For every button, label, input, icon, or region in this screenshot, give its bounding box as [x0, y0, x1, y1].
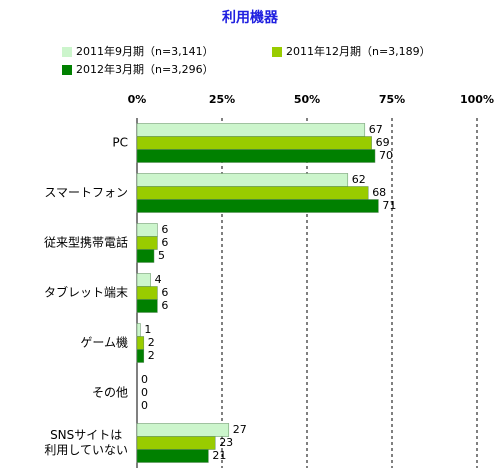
bar	[136, 423, 230, 437]
x-tick-label: 0%	[128, 93, 147, 106]
y-tick-label: その他	[91, 385, 128, 400]
bar	[136, 349, 145, 363]
bar	[136, 449, 209, 463]
value-label: 6	[161, 223, 168, 236]
legend-label: 2012年3月期（n=3,296）	[76, 62, 214, 76]
legend-swatch	[62, 47, 72, 57]
value-label: 0	[141, 373, 148, 386]
value-label: 69	[376, 136, 390, 149]
y-tick-label: ゲーム機	[80, 335, 128, 350]
value-label: 62	[352, 173, 366, 186]
value-label: 6	[161, 236, 168, 249]
bar	[136, 436, 216, 450]
bar	[136, 299, 158, 313]
y-tick-label: SNSサイトは 利用していない	[44, 428, 128, 457]
value-label: 27	[233, 423, 247, 436]
bar	[136, 323, 141, 337]
value-label: 23	[219, 436, 233, 449]
x-tick-label: 25%	[209, 93, 235, 106]
bar	[136, 249, 155, 263]
bar	[136, 149, 376, 163]
value-label: 70	[379, 149, 393, 162]
value-label: 6	[161, 286, 168, 299]
value-label: 71	[382, 199, 396, 212]
y-tick-label: スマートフォン	[44, 185, 128, 200]
bar	[136, 273, 151, 287]
bar	[136, 223, 158, 237]
y-tick-label: PC	[112, 135, 128, 150]
bar	[136, 186, 369, 200]
x-tick-label: 75%	[379, 93, 405, 106]
x-tick-label: 100%	[460, 93, 494, 106]
y-tick-label: 従来型携帯電話	[43, 235, 128, 250]
value-label: 6	[161, 299, 168, 312]
y-tick-label: タブレット端末	[43, 285, 128, 300]
bar	[136, 236, 158, 250]
value-label: 21	[212, 449, 226, 462]
value-label: 68	[372, 186, 386, 199]
value-label: 4	[155, 273, 162, 286]
legend-swatch	[272, 47, 282, 57]
value-label: 67	[369, 123, 383, 136]
chart-title: 利用機器	[222, 9, 279, 26]
bar	[136, 136, 372, 150]
value-label: 2	[148, 336, 155, 349]
value-label: 0	[141, 399, 148, 412]
value-label: 1	[144, 323, 151, 336]
x-tick-label: 50%	[294, 93, 320, 106]
bar	[136, 173, 349, 187]
bar	[136, 336, 145, 350]
bar	[136, 199, 379, 213]
value-label: 5	[158, 249, 165, 262]
value-label: 2	[148, 349, 155, 362]
legend-label: 2011年9月期（n=3,141）	[76, 44, 214, 58]
bar	[136, 123, 366, 137]
bar	[136, 286, 158, 300]
legend-swatch	[62, 65, 72, 75]
value-label: 0	[141, 386, 148, 399]
legend-label: 2011年12月期（n=3,189）	[286, 44, 431, 58]
